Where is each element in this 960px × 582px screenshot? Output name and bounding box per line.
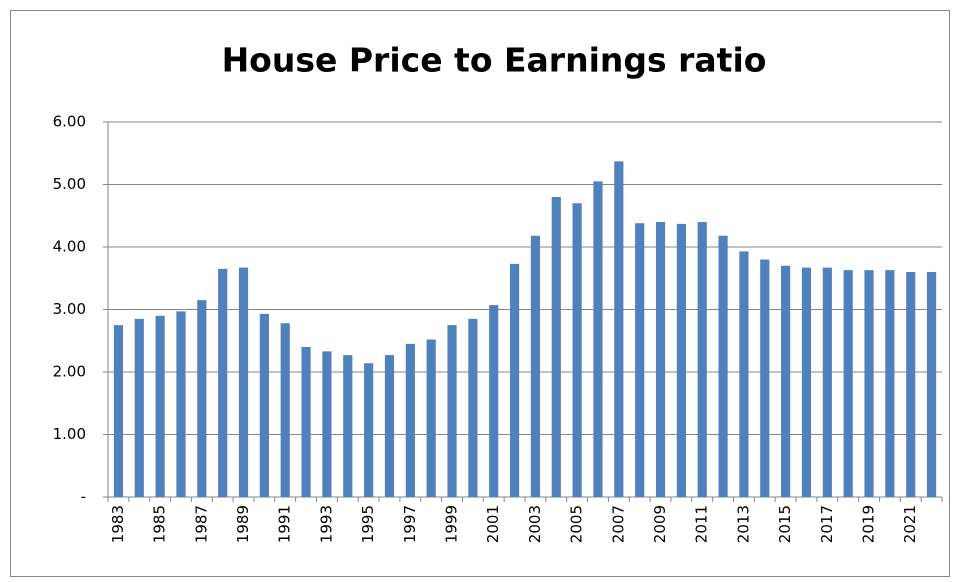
x-tick-label: 1983 [109, 505, 127, 543]
bar [155, 315, 165, 497]
x-tick-label: 1987 [192, 505, 210, 543]
bar [197, 300, 207, 497]
chart-title: House Price to Earnings ratio [222, 41, 767, 80]
y-tick-label: 4.00 [53, 238, 86, 256]
bar [301, 347, 311, 497]
bar [176, 311, 186, 497]
x-tick-label: 2015 [776, 505, 794, 543]
bar [468, 318, 478, 497]
x-tick-label: 2005 [568, 505, 586, 543]
y-tick-label: 1.00 [53, 425, 86, 443]
bar [343, 355, 353, 497]
bar [739, 251, 749, 497]
bar [322, 351, 332, 497]
y-tick-label: 5.00 [53, 175, 86, 193]
bar [426, 339, 436, 497]
bar [614, 161, 624, 497]
x-tick-label: 2003 [526, 505, 544, 543]
x-tick-label: 2019 [860, 505, 878, 543]
bar [843, 270, 853, 497]
x-tick-label: 2011 [693, 505, 711, 543]
bar [655, 222, 666, 497]
y-tick-label: 3.00 [53, 300, 86, 318]
bar [593, 181, 603, 497]
bar [280, 323, 290, 497]
bar [489, 305, 499, 497]
bar [405, 343, 415, 497]
y-tick-label: 6.00 [53, 113, 86, 131]
bar [218, 268, 228, 497]
y-tick-label: - [81, 488, 86, 506]
bar [718, 235, 728, 497]
bar [113, 325, 124, 497]
bar [530, 235, 541, 497]
x-tick-label: 1989 [234, 505, 252, 543]
x-tick-label: 2021 [901, 505, 919, 543]
y-tick-label: 2.00 [53, 363, 86, 381]
bar [259, 313, 269, 497]
bar [864, 270, 874, 497]
bar [551, 197, 561, 497]
bar [447, 325, 457, 497]
bar [801, 267, 812, 497]
bar [760, 259, 770, 497]
bar [134, 318, 144, 497]
x-tick-label: 2001 [484, 505, 502, 543]
x-tick-label: 2009 [651, 505, 669, 543]
bar [384, 355, 395, 497]
chart-border [10, 10, 950, 577]
x-tick-label: 1985 [151, 505, 169, 543]
x-tick-label: 1991 [276, 505, 294, 543]
bar [697, 222, 707, 497]
bar [906, 272, 916, 497]
bar [822, 267, 832, 497]
bar [926, 272, 937, 497]
bar [781, 265, 791, 497]
x-tick-label: 1995 [359, 505, 377, 543]
bar [509, 263, 520, 497]
x-tick-label: 1993 [317, 505, 335, 543]
bar [238, 267, 249, 497]
x-tick-label: 1999 [443, 505, 461, 543]
x-tick-label: 2013 [734, 505, 752, 543]
bar [572, 203, 582, 497]
bar [885, 270, 895, 497]
bar [364, 363, 374, 497]
bar [635, 223, 645, 497]
x-tick-label: 2017 [818, 505, 836, 543]
x-tick-label: 2007 [609, 505, 627, 543]
x-tick-label: 1997 [401, 505, 419, 543]
bar [676, 223, 686, 497]
